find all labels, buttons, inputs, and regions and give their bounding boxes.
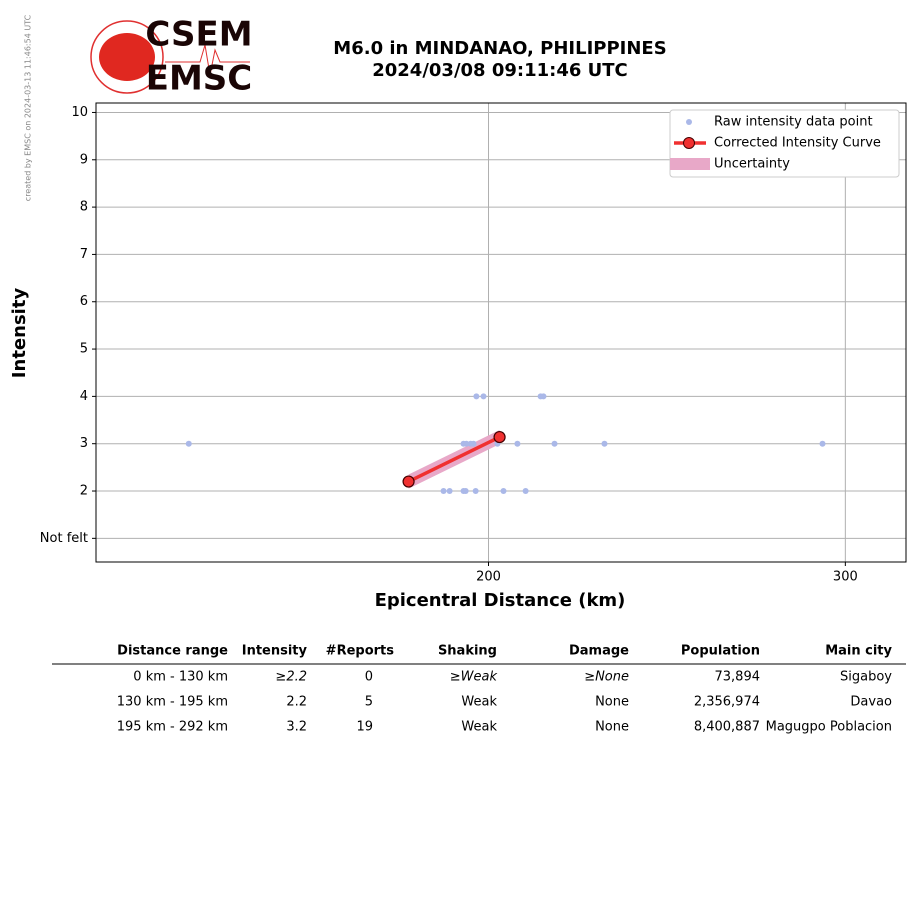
- legend-marker: [683, 137, 695, 149]
- y-tick-label: 8: [80, 200, 88, 215]
- data-point: [185, 440, 192, 447]
- table-cell: 19: [356, 720, 373, 735]
- curve: [407, 435, 501, 484]
- table-cell: Davao: [850, 695, 892, 710]
- logo-text: CSEM: [145, 15, 252, 55]
- table-cell: ≥2.2: [275, 670, 307, 685]
- legend-label: Uncertainty: [714, 157, 790, 172]
- data-point: [463, 440, 470, 447]
- table-cell: 8,400,887: [694, 720, 760, 735]
- data-point: [601, 440, 608, 447]
- table-header: Distance range: [117, 644, 228, 659]
- y-tick-label: Not felt: [40, 531, 88, 546]
- table-cell: 0 km - 130 km: [133, 670, 228, 685]
- y-tick-label: 7: [80, 247, 88, 262]
- table-cell: 0: [365, 670, 373, 685]
- data-point: [440, 488, 447, 495]
- chart-subtitle: 2024/03/08 09:11:46 UTC: [372, 60, 628, 81]
- y-tick-label: 2: [80, 484, 88, 499]
- y-tick-label: 9: [80, 152, 88, 167]
- logo-text: EMSC: [146, 59, 253, 99]
- curve-marker: [493, 430, 506, 444]
- table-cell: Weak: [461, 720, 497, 735]
- table-cell: 5: [365, 695, 373, 710]
- data-point: [480, 393, 487, 400]
- data-point: [819, 440, 826, 447]
- data-point: [472, 488, 479, 495]
- y-tick-label: 3: [80, 436, 88, 451]
- data-point: [470, 440, 477, 447]
- x-axis-label: Epicentral Distance (km): [375, 590, 626, 611]
- y-tick-label: 5: [80, 342, 88, 357]
- legend-label: Corrected Intensity Curve: [714, 136, 881, 151]
- legend-box: [669, 109, 900, 178]
- chart-title: M6.0 in MINDANAO, PHILIPPINES: [333, 38, 666, 59]
- legend-marker: [670, 158, 710, 170]
- data-point: [462, 488, 469, 495]
- table-cell: 195 km - 292 km: [117, 720, 228, 735]
- y-tick-label: 10: [71, 105, 88, 120]
- legend-label: Raw intensity data point: [714, 115, 873, 130]
- plot-frame: [95, 102, 907, 563]
- data-point: [446, 488, 453, 495]
- data-point: [514, 440, 521, 447]
- table-header: Main city: [825, 644, 892, 659]
- table-cell: ≥None: [584, 670, 629, 685]
- table-cell: Magugpo Poblacion: [766, 720, 892, 735]
- table-cell: 3.2: [286, 720, 307, 735]
- table-header: Population: [681, 644, 760, 659]
- data-point: [551, 440, 558, 447]
- x-tick-label: 200: [476, 570, 501, 585]
- table-header: Damage: [569, 644, 629, 659]
- table-cell: 2.2: [286, 695, 307, 710]
- y-axis-label: Intensity: [9, 288, 30, 379]
- logo: CSEM EMSC: [90, 15, 253, 99]
- data-point: [500, 488, 507, 495]
- data-point: [540, 393, 547, 400]
- data-point: [473, 393, 480, 400]
- table-cell: None: [595, 720, 629, 735]
- table-cell: 73,894: [715, 670, 761, 685]
- credit: created by EMSC on 2024-03-13 11:46:54 U…: [24, 14, 33, 201]
- table-cell: 130 km - 195 km: [117, 695, 228, 710]
- curve-marker: [402, 475, 415, 488]
- table-cell: ≥Weak: [450, 670, 498, 685]
- table-cell: None: [595, 695, 629, 710]
- table-cell: Sigaboy: [840, 670, 892, 685]
- x-tick-label: 300: [833, 570, 858, 585]
- legend-marker: [686, 119, 692, 125]
- table-header: Shaking: [438, 644, 497, 659]
- y-tick-label: 6: [80, 294, 88, 309]
- table-header: #Reports: [326, 644, 395, 659]
- data-point: [522, 488, 529, 495]
- table-cell: Weak: [461, 695, 497, 710]
- table-header: Intensity: [242, 644, 308, 659]
- table-cell: 2,356,974: [694, 695, 760, 710]
- y-tick-label: 4: [80, 389, 88, 404]
